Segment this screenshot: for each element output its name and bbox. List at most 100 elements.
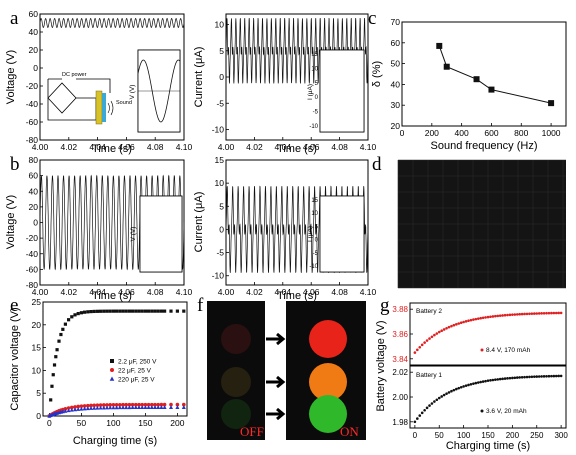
g-xtick-label: 0 bbox=[413, 431, 418, 440]
arrow-icon bbox=[266, 332, 286, 346]
b-voltage-xtick-label: 4.10 bbox=[176, 287, 193, 297]
e-point-series2 bbox=[159, 405, 164, 409]
b-voltage-xlabel: Time (s) bbox=[92, 290, 132, 302]
light-off-green bbox=[221, 399, 251, 429]
e-point-series2 bbox=[156, 405, 161, 409]
g-battery2-point bbox=[525, 312, 529, 316]
b-current-xtick-label: 4.02 bbox=[246, 287, 263, 297]
g-xtick-label: 200 bbox=[506, 431, 520, 440]
e-ytick-label: 5 bbox=[36, 388, 41, 398]
g-battery1-point bbox=[416, 417, 419, 420]
e-point-series2 bbox=[133, 405, 138, 410]
g-ylabel: Battery voltage (V) bbox=[375, 320, 387, 411]
panel-label-f: f bbox=[197, 295, 204, 316]
e-point-series0 bbox=[95, 309, 99, 313]
g-battery2-point bbox=[455, 323, 458, 326]
g-battery1-point bbox=[535, 375, 539, 378]
e-legend-marker bbox=[109, 376, 115, 381]
g-bottom-ytick-label: 2.02 bbox=[392, 368, 408, 377]
b-voltage-inset-ylabel: V (V) bbox=[130, 227, 137, 242]
g-battery1-point bbox=[523, 375, 526, 379]
e-point-series0 bbox=[73, 313, 77, 317]
e-point-series2 bbox=[143, 405, 148, 409]
b-current-xlabel: Time (s) bbox=[277, 290, 317, 302]
a-voltage-inset-ylabel: V (V) bbox=[129, 85, 136, 100]
g-battery2-point bbox=[474, 317, 478, 321]
c-ytick-label: 50 bbox=[391, 59, 401, 69]
g-battery2-point bbox=[557, 311, 560, 315]
e-point-series0 bbox=[63, 322, 67, 326]
g-battery1-point bbox=[498, 377, 502, 381]
g-battery2-point bbox=[489, 315, 492, 319]
e-point-series2 bbox=[175, 405, 180, 409]
e-point-series1 bbox=[121, 402, 125, 407]
g-battery2-point bbox=[537, 312, 541, 315]
dc-power-label: DC power bbox=[62, 72, 87, 78]
c-data-point bbox=[436, 42, 443, 49]
b-voltage-xtick-label: 4.04 bbox=[89, 287, 106, 297]
e-point-series0 bbox=[153, 309, 157, 313]
e-point-series1 bbox=[118, 402, 122, 407]
e-point-series1 bbox=[124, 402, 128, 407]
a-voltage-xtick-label: 4.02 bbox=[61, 142, 78, 152]
g-battery2-point bbox=[464, 320, 468, 323]
b-current-inset-ytick-label: 15 bbox=[311, 198, 318, 204]
g-battery1-point bbox=[476, 381, 480, 384]
e-point-series0 bbox=[111, 309, 115, 313]
e-point-series0 bbox=[99, 309, 103, 313]
e-point-series0 bbox=[89, 309, 93, 314]
g-top-ytick-label: 3.84 bbox=[392, 355, 408, 364]
e-point-series0 bbox=[182, 309, 186, 313]
g-battery1-point bbox=[515, 376, 519, 379]
g-xtick-label: 250 bbox=[530, 431, 544, 440]
e-point-series0 bbox=[169, 309, 173, 313]
g-battery2-point bbox=[503, 313, 507, 317]
g-battery1-point bbox=[489, 379, 492, 382]
g-battery1-point bbox=[550, 374, 553, 378]
a-current-inset-ytick-label: 5 bbox=[315, 81, 319, 87]
g-battery2-point bbox=[523, 312, 526, 316]
c-data-point bbox=[443, 63, 450, 70]
e-point-series0 bbox=[86, 310, 90, 314]
e-point-series0 bbox=[131, 309, 135, 313]
g-battery2-point bbox=[554, 311, 558, 315]
g-battery2-point bbox=[472, 318, 475, 321]
g-battery2-point bbox=[479, 316, 482, 320]
a-current-inset-frame bbox=[319, 49, 365, 133]
g-battery2-point bbox=[423, 341, 426, 344]
light-off-red bbox=[221, 324, 251, 354]
g-battery1-point bbox=[557, 374, 560, 378]
g-battery1-point bbox=[469, 382, 473, 386]
e-point-series0 bbox=[118, 309, 122, 313]
e-point-series1 bbox=[114, 402, 119, 407]
a-voltage-ytick-label: 60 bbox=[29, 9, 39, 19]
g-battery2-point bbox=[559, 311, 563, 315]
g-battery2-point bbox=[481, 316, 485, 320]
b-voltage-ylabel: Voltage (V) bbox=[5, 195, 17, 249]
a-voltage-ytick-label: -40 bbox=[26, 99, 39, 109]
c-xtick-label: 600 bbox=[484, 128, 498, 138]
g-battery1-point bbox=[430, 402, 434, 405]
a-voltage-inset-curve bbox=[137, 59, 181, 123]
e-point-series1 bbox=[66, 406, 71, 410]
g-battery1-point bbox=[525, 375, 529, 379]
g-battery1-point bbox=[452, 388, 456, 392]
a-current-ytick-label: 10 bbox=[215, 20, 225, 30]
g-battery2-point bbox=[498, 314, 502, 317]
e-point-series2 bbox=[117, 405, 122, 410]
g-battery2-point bbox=[545, 311, 548, 315]
e-point-series2 bbox=[146, 405, 151, 409]
g-battery1-point bbox=[506, 377, 509, 380]
e-point-series1 bbox=[108, 403, 112, 407]
e-point-series0 bbox=[140, 309, 144, 313]
light-on-orange bbox=[309, 363, 347, 401]
g-battery1-point bbox=[542, 375, 546, 378]
e-point-series1 bbox=[98, 403, 103, 407]
g-battery2-point bbox=[467, 319, 470, 323]
g-battery2-point bbox=[462, 320, 465, 324]
a-current-ytick-label: -10 bbox=[212, 125, 225, 135]
e-point-series1 bbox=[146, 402, 151, 407]
g-battery1-point bbox=[501, 377, 504, 381]
c-data-point bbox=[548, 100, 555, 107]
